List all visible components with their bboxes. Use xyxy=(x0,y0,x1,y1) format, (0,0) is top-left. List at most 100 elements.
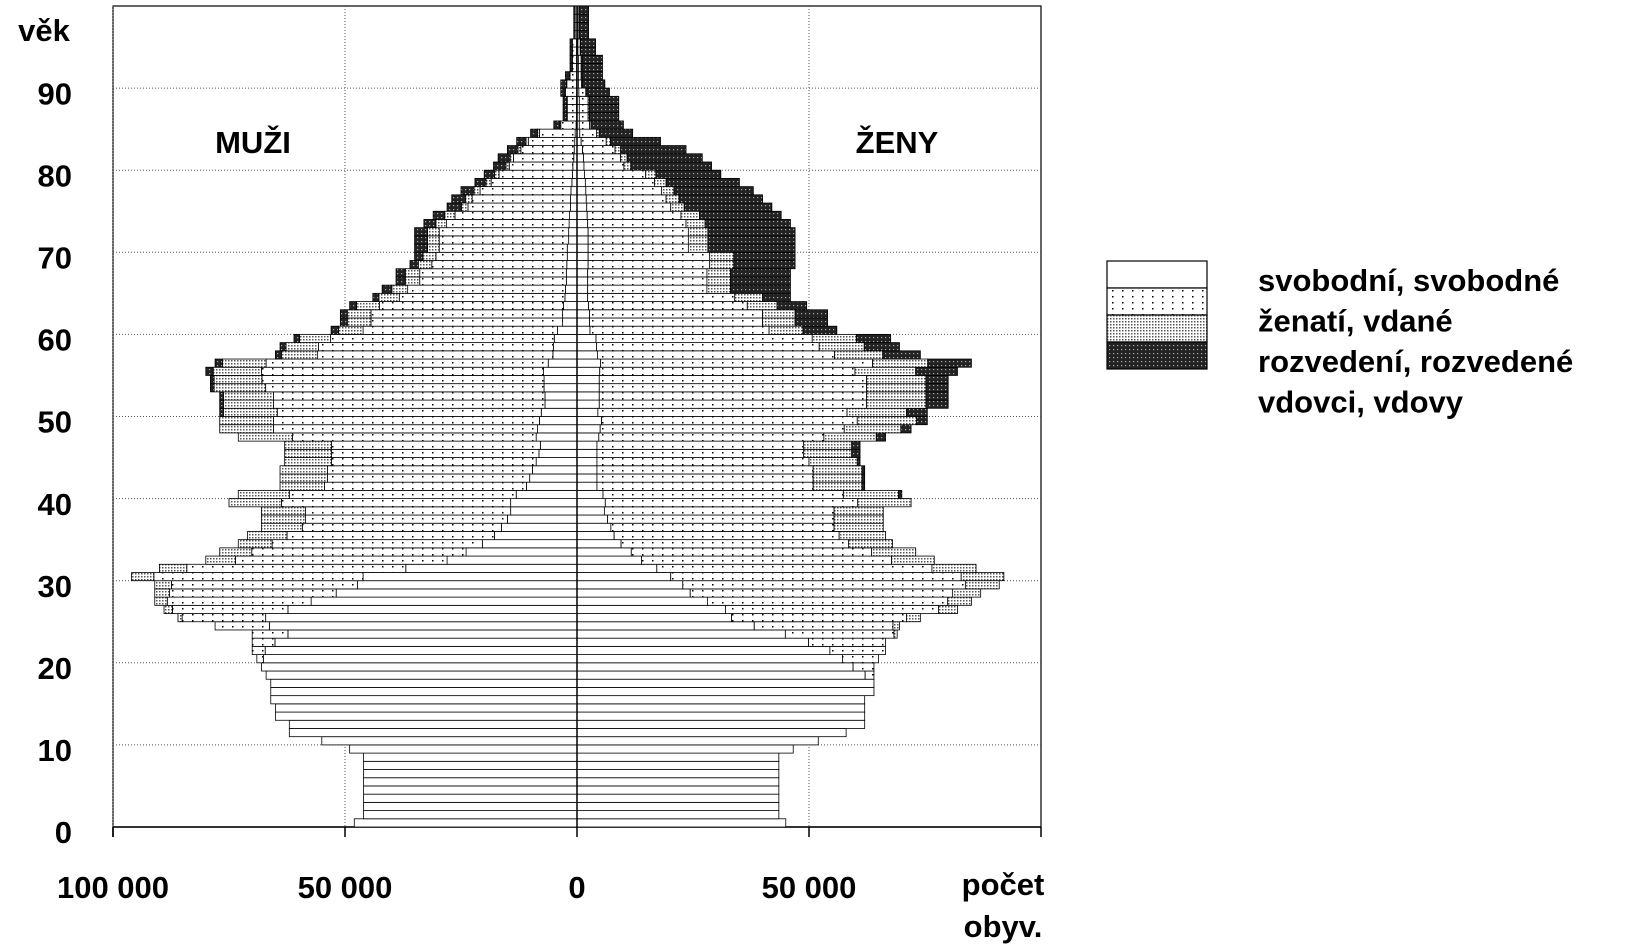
bar-segment xyxy=(926,392,948,400)
bar-segment xyxy=(819,343,864,351)
bar-segment xyxy=(565,293,577,301)
bar-segment xyxy=(506,162,509,170)
bar-segment xyxy=(577,170,584,178)
bar-segment xyxy=(577,417,602,425)
bar-segment xyxy=(588,293,735,301)
bar-segment xyxy=(873,359,928,367)
bar-segment xyxy=(364,770,577,778)
bar-segment xyxy=(582,72,602,80)
bar-segment xyxy=(894,630,897,638)
bar-segment xyxy=(577,679,874,687)
bar-segment xyxy=(286,343,318,351)
bar-segment xyxy=(563,113,567,121)
bar-segment xyxy=(358,581,577,589)
bar-segment xyxy=(577,261,588,269)
bar-segment xyxy=(561,88,565,96)
bar-segment xyxy=(862,474,865,482)
bar-segment xyxy=(215,622,269,630)
bar-segment xyxy=(571,187,577,195)
bar-segment xyxy=(906,614,920,622)
bar-segment xyxy=(294,334,300,342)
women-label: ŽENY xyxy=(856,124,939,160)
bar-segment xyxy=(405,269,419,277)
bar-segment xyxy=(164,605,172,613)
bar-segment xyxy=(577,375,599,383)
bar-segment xyxy=(577,408,598,416)
bar-segment xyxy=(363,326,557,334)
bar-segment xyxy=(410,261,418,269)
bar-segment xyxy=(926,375,948,383)
bar-segment xyxy=(528,137,574,145)
bar-segment xyxy=(710,252,734,260)
bar-segment xyxy=(926,400,948,408)
bar-segment xyxy=(565,88,576,96)
bar-segment xyxy=(266,614,577,622)
bar-segment xyxy=(876,433,885,441)
bar-segment xyxy=(577,433,599,441)
bar-segment xyxy=(570,39,572,47)
bar-segment xyxy=(812,334,856,342)
y-tick-label: 20 xyxy=(38,651,72,686)
bar-segment xyxy=(289,728,577,736)
bar-segment xyxy=(572,55,576,63)
bar-segment xyxy=(172,605,288,613)
bar-segment xyxy=(382,285,392,293)
bar-segment xyxy=(210,384,214,392)
bar-segment xyxy=(577,597,707,605)
bar-segment xyxy=(588,261,710,269)
bar-segment xyxy=(577,630,785,638)
bar-segment xyxy=(171,581,357,589)
bar-segment xyxy=(917,417,928,425)
bar-segment xyxy=(567,105,576,113)
x-tick-label: 100 000 xyxy=(57,870,169,905)
bar-segment xyxy=(813,474,862,482)
bar-segment xyxy=(420,269,567,277)
bar-segment xyxy=(581,47,596,55)
bar-segment xyxy=(777,302,807,310)
bar-segment xyxy=(699,211,781,219)
bar-segment xyxy=(901,425,911,433)
bar-segment xyxy=(577,499,605,507)
bar-segment xyxy=(858,499,911,507)
bar-segment xyxy=(734,252,795,260)
bar-segment xyxy=(577,203,587,211)
bar-segment xyxy=(577,507,604,515)
bar-segment xyxy=(590,310,763,318)
bar-segment xyxy=(683,581,966,589)
bar-segment xyxy=(155,589,170,597)
bar-segment xyxy=(588,236,688,244)
bar-segment xyxy=(577,802,779,810)
bar-segment xyxy=(577,556,641,564)
bar-segment xyxy=(604,507,834,515)
bar-segment xyxy=(842,655,878,663)
bar-segment xyxy=(892,556,935,564)
bar-segment xyxy=(579,88,586,96)
bar-segment xyxy=(577,219,588,227)
bar-segment xyxy=(415,252,423,260)
bar-segment xyxy=(926,384,948,392)
bar-segment xyxy=(544,375,577,383)
bar-segment xyxy=(347,318,371,326)
bar-segment xyxy=(584,162,624,170)
bar-segment xyxy=(590,105,619,113)
bar-segment xyxy=(364,753,577,761)
bar-segment xyxy=(803,449,851,457)
bar-segment xyxy=(565,72,569,80)
bar-segment xyxy=(501,523,577,531)
bar-segment xyxy=(275,704,577,712)
bar-segment xyxy=(597,474,813,482)
bar-segment xyxy=(220,408,224,416)
bar-segment xyxy=(187,564,406,572)
bar-segment xyxy=(707,277,731,285)
bar-segment xyxy=(579,31,588,39)
bar-segment xyxy=(654,178,666,186)
bar-segment xyxy=(577,449,597,457)
bar-segment xyxy=(340,318,347,326)
bar-segment xyxy=(248,531,287,539)
bar-segment xyxy=(287,531,494,539)
bar-segment xyxy=(428,236,440,244)
bar-segment xyxy=(511,499,577,507)
bar-segment xyxy=(661,187,674,195)
bar-segment xyxy=(587,88,610,96)
bar-segment xyxy=(577,515,608,523)
